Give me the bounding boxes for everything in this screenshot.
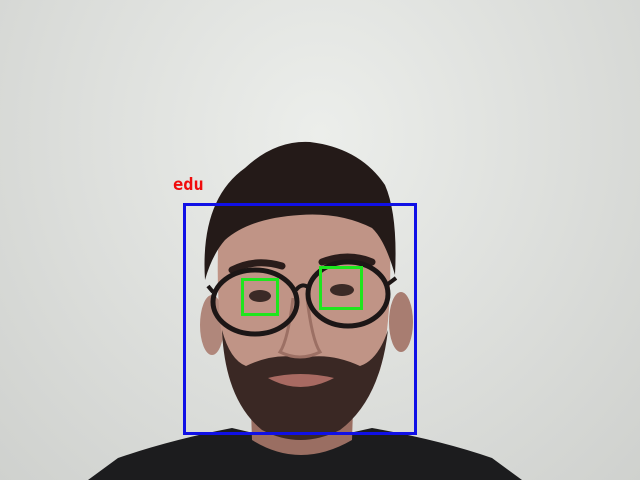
glasses-right-temple: [386, 276, 398, 286]
face-detection-box: [183, 203, 417, 435]
glasses-left-lens: [210, 267, 300, 337]
lips: [268, 374, 334, 387]
left-eyebrow: [228, 259, 286, 274]
left-eye: [249, 290, 271, 302]
nose: [277, 297, 323, 359]
right-eyebrow: [318, 253, 376, 266]
left-eye-detection-box: [241, 278, 279, 316]
left-ear: [200, 295, 224, 355]
right-ear: [389, 292, 413, 352]
face-recognition-label: edu: [173, 175, 204, 195]
glasses-right-lens: [305, 259, 391, 329]
glasses-left-temple: [206, 284, 215, 294]
glasses-bridge: [294, 283, 311, 292]
hair: [204, 141, 396, 280]
right-eye-detection-box: [319, 266, 363, 310]
right-eye: [330, 284, 354, 296]
